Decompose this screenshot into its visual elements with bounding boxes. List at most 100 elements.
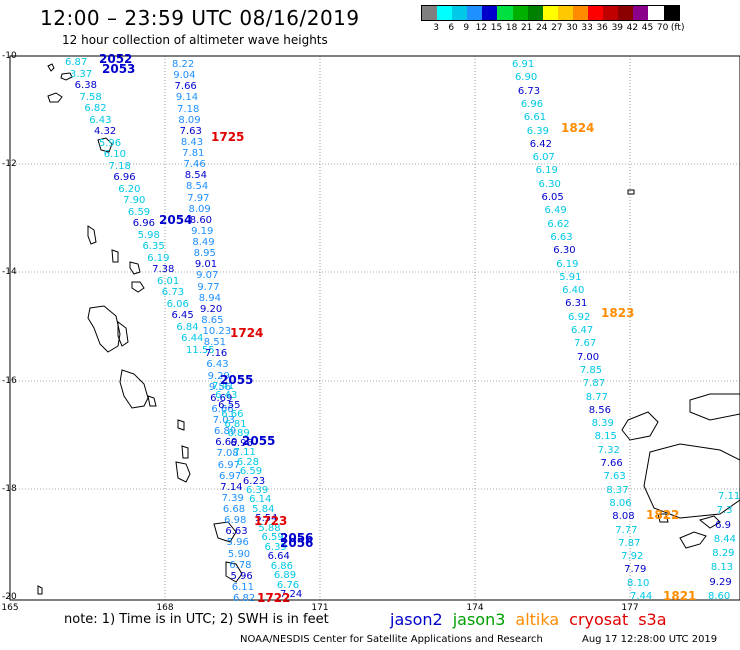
wave-height-reading: 6.96: [520, 98, 544, 110]
wave-height-reading: 6.59: [239, 466, 263, 478]
pass-label: 1823: [601, 306, 635, 320]
wave-height-reading: 6.19: [147, 252, 170, 264]
lon-label: 174: [466, 603, 484, 613]
wave-height-reading: 6.28: [236, 456, 259, 468]
lon-label: 171: [311, 603, 329, 613]
wave-height-reading: 6.87: [65, 57, 88, 68]
island-outline: [177, 419, 185, 431]
credit-line: NOAA/NESDIS Center for Satellite Applica…: [240, 634, 543, 645]
legend-swatch: [452, 6, 468, 20]
wave-height-reading: 7.66: [600, 458, 623, 469]
wave-height-reading: 7.87: [618, 537, 641, 549]
island-outline: [621, 411, 659, 441]
lat-label: -18: [2, 484, 17, 494]
wave-height-reading: 6.61: [523, 112, 547, 124]
satellite-legend-cryosat: cryosat: [569, 610, 629, 629]
wave-height-reading: 7.81: [182, 148, 205, 159]
wave-height-reading: 7.92: [621, 551, 644, 563]
island-outline: [117, 321, 129, 347]
graticule: [10, 56, 740, 600]
legend-swatch: [467, 6, 483, 20]
wave-height-reading: 7.63: [603, 471, 626, 483]
wave-height-reading: 6.92: [568, 311, 591, 323]
lon-label: 165: [1, 603, 19, 613]
wave-height-reading: 6.43: [206, 359, 229, 371]
legend-tick-label: 39: [611, 23, 624, 33]
legend-tick-label: 3: [433, 23, 439, 33]
wave-height-reading: 8.15: [594, 431, 617, 443]
wave-height-reading: 6.30: [553, 245, 576, 257]
legend-swatch: [527, 6, 543, 20]
wave-height-reading: 7.39: [221, 492, 244, 504]
wave-height-reading: 9.01: [194, 259, 218, 271]
legend-swatch: [618, 6, 634, 20]
island-outline: [60, 72, 73, 81]
wave-height-reading: 5.96: [98, 137, 122, 149]
island-outline: [131, 281, 145, 293]
wave-height-reading: 6.63: [550, 231, 573, 243]
wave-height-reading: 8.22: [172, 59, 195, 70]
wave-height-reading: 7.32: [597, 444, 620, 456]
wave-height-reading: 10.23: [202, 326, 232, 337]
island-outline: [47, 63, 55, 72]
wave-height-reading: 6.38: [74, 80, 97, 92]
page-subtitle: 12 hour collection of altimeter wave hei…: [62, 33, 328, 47]
wave-height-reading: 8.09: [188, 203, 211, 215]
legend-swatch: [572, 6, 589, 20]
satellite-legend-jason3: jason3: [452, 610, 506, 629]
satellite-legend-s3a: s3a: [638, 610, 667, 629]
wave-height-reading: 9.14: [175, 92, 199, 104]
legend-swatch: [422, 6, 438, 20]
wave-height-reading: 6.76: [276, 579, 300, 591]
wave-height-reading: 6.78: [229, 559, 252, 571]
legend-tick-label: (ft): [670, 23, 685, 33]
legend-tick-label: 42: [626, 23, 639, 33]
lat-label: -14: [2, 267, 17, 277]
legend-swatch: [633, 6, 649, 20]
wave-height-reading: 6.14: [249, 494, 272, 506]
island-outline: [37, 585, 43, 595]
page-title: 12:00 – 23:59 UTC 08/16/2019: [40, 6, 360, 30]
wave-height-reading: 8.56: [588, 404, 611, 416]
wave-height-reading: 6.06: [166, 298, 189, 310]
wave-height-reading: 6.68: [222, 504, 246, 515]
wave-height-reading: 5.90: [227, 548, 251, 560]
wave-height-reading: 6.89: [273, 570, 297, 582]
wave-height-reading: 8.60: [708, 591, 731, 602]
wave-height-reading: 6.84: [176, 321, 199, 333]
island-outline: [87, 305, 121, 353]
wave-height-reading: 8.37: [606, 484, 629, 496]
wave-height-reading: 7.90: [123, 195, 146, 207]
wave-height-reading: 6.69: [215, 437, 238, 449]
wave-height-reading: 8.10: [627, 577, 650, 589]
pass-label: 1822: [646, 508, 680, 522]
wave-height-reading: 8.54: [185, 181, 209, 193]
wave-height-reading: 6.11: [231, 581, 254, 593]
legend-swatch: [557, 6, 573, 20]
wave-height-reading: 6.23: [242, 475, 266, 487]
legend-tick-label: 33: [581, 23, 593, 33]
wave-height-reading: 6.89: [227, 428, 250, 440]
wave-height-reading: 8.95: [193, 248, 216, 260]
legend-label-row: 3 6 9 12 15 18 21 24 27 30 33 36 39 42 45 70 (ft): [421, 21, 684, 33]
wave-height-reading: 9.07: [196, 270, 219, 282]
wave-height-reading: 7.85: [579, 364, 603, 376]
wave-height-reading: 5.84: [252, 503, 275, 515]
generated-timestamp: Aug 17 12:28:00 UTC 2019: [582, 634, 718, 645]
wave-height-reading: 7.58: [79, 91, 102, 103]
pass-label: 2055: [242, 434, 276, 448]
legend-swatch: [603, 6, 619, 20]
wave-height-reading: 8.44: [713, 533, 736, 545]
wave-height-reading: 7.11: [718, 491, 740, 502]
wave-height-reading: 9.20: [199, 303, 223, 315]
wave-height-reading: 6.43: [215, 390, 238, 402]
wave-height-reading: 6.59: [127, 206, 151, 218]
satellite-legend: jason2 jason3 altika cryosat s3a: [390, 610, 667, 629]
island-outline: [643, 443, 740, 519]
pass-label: 2055: [220, 373, 254, 387]
lon-label: 177: [621, 603, 639, 613]
pass-label: 2052: [99, 52, 133, 66]
footnote: note: 1) Time is in UTC; 2) SWH is in fe…: [64, 612, 329, 627]
wave-height-reading: 6.39: [246, 485, 269, 496]
legend-tick-label: 24: [536, 23, 548, 33]
